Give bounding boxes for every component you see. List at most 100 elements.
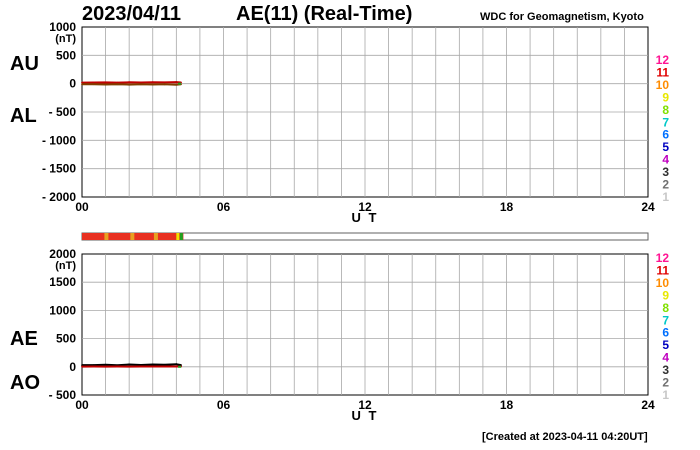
data-point bbox=[104, 365, 107, 368]
series-line bbox=[82, 363, 182, 367]
hour-legend-label: 12 bbox=[656, 53, 670, 67]
y-tick-label: 0 bbox=[69, 77, 76, 91]
y-tick-label: - 500 bbox=[49, 388, 77, 402]
hour-legend-label: 7 bbox=[662, 313, 669, 327]
x-tick-label: 24 bbox=[641, 398, 655, 412]
data-point bbox=[140, 83, 142, 86]
x-tick-label: 12 bbox=[358, 200, 372, 214]
status-bar-segment bbox=[130, 233, 135, 240]
chart-title: AE(11) (Real-Time) bbox=[236, 3, 413, 25]
status-bar-segment bbox=[179, 233, 183, 240]
series-label: AE bbox=[10, 328, 38, 350]
hour-legend-label: 3 bbox=[662, 363, 669, 377]
hour-legend-label: 12 bbox=[656, 251, 670, 265]
x-tick-label: 18 bbox=[500, 398, 514, 412]
hour-legend-label: 1 bbox=[662, 190, 669, 204]
status-bar-segment bbox=[104, 233, 109, 240]
data-point bbox=[175, 81, 178, 83]
hour-legend-label: 9 bbox=[662, 90, 669, 104]
data-point bbox=[140, 364, 142, 366]
hour-legend-label: 6 bbox=[662, 128, 669, 142]
hour-legend-label: 10 bbox=[656, 78, 670, 92]
hour-legend-label: 7 bbox=[662, 115, 669, 129]
y-tick-label: 1000 bbox=[49, 303, 76, 317]
hour-legend-label: 10 bbox=[656, 276, 670, 290]
x-tick-label: 24 bbox=[641, 200, 655, 214]
hour-legend-label: 5 bbox=[662, 140, 669, 154]
status-bar-segment bbox=[176, 233, 180, 240]
x-tick-label: 12 bbox=[358, 398, 372, 412]
x-tick-label: 06 bbox=[217, 200, 231, 214]
data-point bbox=[116, 365, 119, 368]
data-point bbox=[151, 365, 154, 368]
hour-legend-label: 11 bbox=[656, 65, 669, 79]
data-point bbox=[104, 363, 107, 366]
data-point bbox=[81, 83, 83, 86]
hour-legend-label: 2 bbox=[662, 376, 669, 390]
data-point bbox=[92, 81, 95, 84]
y-tick-label: 1500 bbox=[49, 275, 76, 289]
series-label: AO bbox=[10, 372, 40, 394]
hour-legend-label: 4 bbox=[662, 153, 669, 167]
hour-legend-label: 6 bbox=[662, 326, 669, 340]
hour-legend-label: 4 bbox=[662, 351, 669, 365]
series-label: AL bbox=[10, 105, 37, 127]
y-tick-label: - 500 bbox=[49, 105, 77, 119]
data-point bbox=[81, 81, 83, 84]
hour-legend-label: 3 bbox=[662, 165, 669, 179]
y-tick-label: - 2000 bbox=[42, 190, 76, 204]
data-point bbox=[151, 83, 154, 86]
data-source-label: WDC for Geomagnetism, Kyoto bbox=[480, 11, 644, 23]
x-axis-label: U T bbox=[352, 408, 379, 423]
data-point bbox=[128, 81, 131, 84]
y-tick-label: 2000 bbox=[49, 247, 76, 261]
data-point bbox=[104, 81, 107, 84]
data-point bbox=[163, 363, 166, 366]
data-point bbox=[81, 364, 83, 367]
data-point bbox=[116, 81, 119, 84]
data-point bbox=[128, 363, 131, 366]
data-point bbox=[140, 81, 142, 84]
y-axis-unit: (nT) bbox=[55, 260, 76, 272]
hour-legend-label: 9 bbox=[662, 288, 669, 302]
y-axis-unit: (nT) bbox=[55, 33, 76, 45]
data-point bbox=[92, 83, 95, 86]
hour-legend-label: 1 bbox=[662, 388, 669, 402]
y-tick-label: 1000 bbox=[49, 20, 76, 34]
data-point bbox=[116, 83, 119, 86]
hour-legend-label: 2 bbox=[662, 178, 669, 192]
series-label: AU bbox=[10, 53, 39, 75]
created-timestamp: [Created at 2023-04-11 04:20UT] bbox=[482, 431, 648, 443]
data-point bbox=[163, 83, 166, 86]
hour-legend-label: 11 bbox=[656, 263, 669, 277]
hour-legend-label: 5 bbox=[662, 338, 669, 352]
data-point bbox=[151, 363, 154, 366]
chart-date: 2023/04/11 bbox=[82, 3, 181, 25]
data-point bbox=[151, 81, 154, 84]
data-point bbox=[128, 83, 131, 86]
data-point bbox=[175, 83, 178, 86]
x-tick-label: 18 bbox=[500, 200, 514, 214]
data-point bbox=[92, 365, 95, 368]
data-point bbox=[140, 365, 142, 368]
series-line bbox=[81, 81, 182, 84]
y-tick-label: - 1000 bbox=[42, 133, 76, 147]
status-bar-segment bbox=[153, 233, 158, 240]
data-point bbox=[175, 363, 178, 366]
data-point bbox=[104, 83, 107, 86]
data-point bbox=[81, 365, 83, 368]
data-point bbox=[128, 365, 131, 368]
y-tick-label: - 1500 bbox=[42, 162, 76, 176]
x-tick-label: 00 bbox=[75, 398, 89, 412]
series-line bbox=[81, 83, 182, 86]
x-tick-label: 06 bbox=[217, 398, 231, 412]
hour-legend-label: 8 bbox=[662, 103, 669, 117]
x-axis-label: U T bbox=[352, 210, 379, 225]
data-point bbox=[175, 365, 178, 368]
data-point bbox=[163, 81, 166, 84]
y-tick-label: 0 bbox=[69, 360, 76, 374]
data-point bbox=[163, 365, 166, 368]
x-tick-label: 00 bbox=[75, 200, 89, 214]
y-tick-label: 500 bbox=[56, 48, 76, 62]
